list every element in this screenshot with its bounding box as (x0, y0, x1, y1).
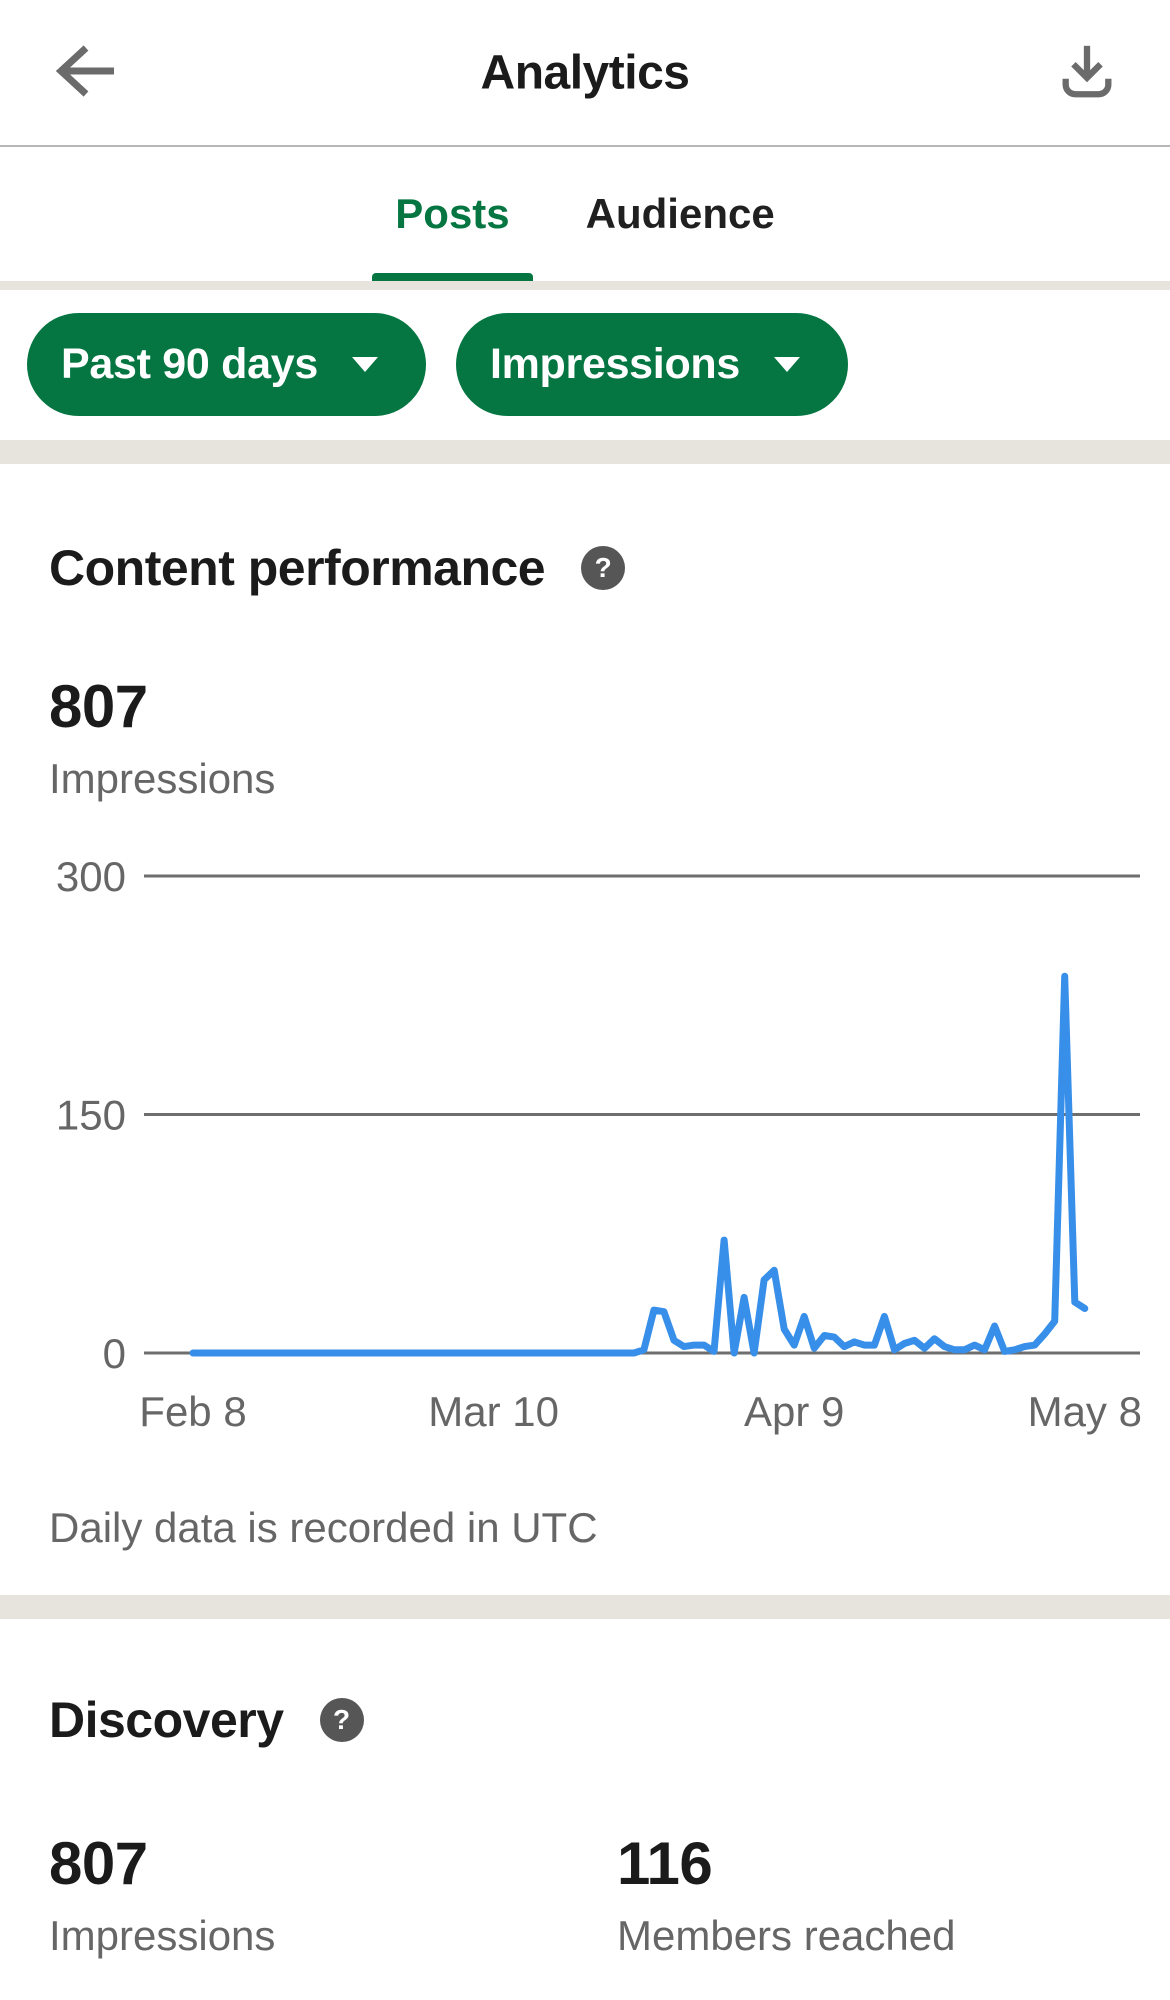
content-performance-section: Content performance ? 807 Impressions 0 1… (0, 539, 1170, 1552)
discovery-section: Discovery ? 807 Impressions 116 Members … (0, 1691, 1170, 1960)
chevron-down-icon (772, 355, 802, 374)
impressions-stat: 807 Impressions (49, 1834, 617, 1960)
arrow-left-icon (52, 43, 120, 102)
impressions-stat-label: Impressions (49, 1912, 276, 1959)
x-axis-tick-label: Feb 8 (139, 1388, 246, 1435)
metric-filter-label: Impressions (489, 340, 740, 388)
impressions-stat-value: 807 (49, 1830, 148, 1897)
y-axis-tick-label: 300 (56, 853, 126, 900)
members-reached-stat-value: 116 (617, 1830, 713, 1897)
top-bar: Analytics (0, 0, 1170, 147)
filter-row: Past 90 days Impressions (0, 290, 1170, 440)
back-button[interactable] (52, 43, 120, 102)
members-reached-stat-label: Members reached (617, 1912, 956, 1959)
x-axis-tick-label: Apr 9 (744, 1388, 844, 1435)
discovery-title: Discovery (49, 1692, 284, 1748)
section-divider (0, 440, 1170, 464)
x-axis-tick-label: Mar 10 (428, 1388, 559, 1435)
impressions-total-label: Impressions (49, 755, 276, 802)
utc-footnote: Daily data is recorded in UTC (49, 1504, 598, 1551)
tab-posts[interactable]: Posts (372, 147, 534, 281)
content-performance-title: Content performance (49, 540, 546, 596)
metric-filter-dropdown[interactable]: Impressions (455, 313, 848, 416)
x-axis-tick-label: May 8 (1028, 1388, 1142, 1435)
discovery-stats: 807 Impressions 116 Members reached (0, 1834, 1170, 1960)
y-axis-tick-label: 0 (103, 1330, 126, 1377)
download-icon (1056, 40, 1118, 105)
impressions-line-chart: 0 150 300 Feb 8 Mar 10 Apr 9 May 8 (0, 840, 1170, 1440)
page-title: Analytics (480, 46, 690, 99)
members-reached-stat: 116 Members reached (617, 1834, 1170, 1960)
chevron-down-icon (350, 355, 380, 374)
impressions-series-line (189, 972, 1089, 1357)
help-icon[interactable]: ? (319, 1698, 364, 1742)
tab-bar: Posts Audience (0, 147, 1170, 290)
date-range-filter-label: Past 90 days (61, 340, 318, 388)
section-divider (0, 1595, 1170, 1619)
date-range-filter-dropdown[interactable]: Past 90 days (27, 313, 426, 416)
tab-audience[interactable]: Audience (586, 147, 775, 281)
download-button[interactable] (1056, 40, 1118, 105)
impressions-total-value: 807 (49, 673, 148, 740)
y-axis-tick-label: 150 (56, 1092, 126, 1139)
help-icon[interactable]: ? (581, 546, 626, 590)
